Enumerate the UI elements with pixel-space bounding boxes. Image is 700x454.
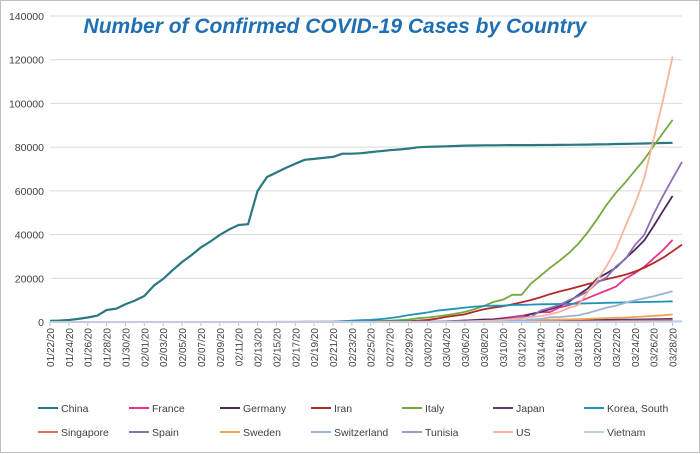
- legend-item-china: China: [38, 403, 89, 415]
- y-tick-label: 0: [38, 317, 44, 329]
- x-tick-label: 02/29/20: [404, 328, 415, 367]
- x-tick-label: 02/27/20: [386, 328, 397, 367]
- legend-label: Switzerland: [334, 427, 388, 439]
- legend-label: Italy: [425, 403, 445, 415]
- legend-label: Singapore: [61, 427, 109, 439]
- legend-label: Korea, South: [607, 403, 668, 415]
- legend-label: Iran: [334, 403, 352, 415]
- x-tick-label: 02/05/20: [178, 328, 189, 367]
- x-tick-label: 02/09/20: [216, 328, 227, 367]
- x-tick-label: 03/06/20: [461, 328, 472, 367]
- legend-label: Vietnam: [607, 427, 646, 439]
- x-tick-label: 01/30/20: [121, 328, 132, 367]
- y-axis: 0 20000 40000 60000 80000 100000 120000 140000: [9, 11, 44, 329]
- gridlines: [50, 16, 682, 322]
- x-tick-label: 03/04/20: [442, 328, 453, 367]
- x-tick-label: 02/25/20: [367, 328, 378, 367]
- x-tick-label: 03/12/20: [518, 328, 529, 367]
- x-tick-label: 03/02/20: [423, 328, 434, 367]
- legend-item-singapore: Singapore: [38, 427, 109, 439]
- x-tick-label: 02/03/20: [159, 328, 170, 367]
- y-tick-label: 80000: [15, 142, 44, 154]
- chart-title: Number of Confirmed COVID-19 Cases by Co…: [84, 15, 588, 38]
- x-tick-label: 01/26/20: [84, 328, 95, 367]
- legend-item-france: France: [129, 403, 185, 415]
- series-lines: [50, 57, 682, 323]
- legend-label: Spain: [152, 427, 179, 439]
- legend-item-korea-south: Korea, South: [584, 403, 668, 415]
- x-tick-label: 03/20/20: [593, 328, 604, 367]
- x-tick-label: 03/18/20: [574, 328, 585, 367]
- legend-label: China: [61, 403, 89, 415]
- x-tick-label: 03/10/20: [499, 328, 510, 367]
- x-tick-label: 02/19/20: [310, 328, 321, 367]
- legend-item-spain: Spain: [129, 427, 179, 439]
- legend-item-vietnam: Vietnam: [584, 427, 646, 439]
- y-tick-label: 120000: [9, 55, 44, 67]
- y-tick-label: 40000: [15, 230, 44, 242]
- legend-item-switzerland: Switzerland: [311, 427, 388, 439]
- x-tick-label: 02/23/20: [348, 328, 359, 367]
- x-axis: 01/22/20 01/24/20 01/26/20 01/28/20 01/30/20…: [46, 322, 680, 367]
- legend-item-tunisia: Tunisia: [402, 427, 459, 439]
- legend-label: Tunisia: [425, 427, 459, 439]
- legend-label: Sweden: [243, 427, 281, 439]
- series-line-us: [50, 57, 673, 323]
- x-tick-label: 02/11/20: [235, 328, 246, 367]
- y-tick-label: 140000: [9, 11, 44, 23]
- legend-label: France: [152, 403, 185, 415]
- x-tick-label: 03/14/20: [537, 328, 548, 367]
- legend-item-sweden: Sweden: [220, 427, 281, 439]
- legend-item-italy: Italy: [402, 403, 445, 415]
- legend-label: Japan: [516, 403, 545, 415]
- y-tick-label: 20000: [15, 273, 44, 285]
- x-tick-label: 01/28/20: [103, 328, 114, 367]
- x-tick-label: 03/16/20: [555, 328, 566, 367]
- y-tick-label: 100000: [9, 98, 44, 110]
- legend-item-iran: Iran: [311, 403, 352, 415]
- x-tick-label: 02/13/20: [254, 328, 265, 367]
- x-tick-label: 01/24/20: [65, 328, 76, 367]
- legend-label: Germany: [243, 403, 287, 415]
- x-tick-label: 03/24/20: [631, 328, 642, 367]
- y-tick-label: 60000: [15, 186, 44, 198]
- legend-item-us: US: [493, 427, 531, 439]
- series-line-iran: [50, 245, 682, 322]
- series-line-italy: [50, 120, 673, 322]
- x-tick-label: 02/15/20: [272, 328, 283, 367]
- x-tick-label: 03/08/20: [480, 328, 491, 367]
- x-tick-label: 01/22/20: [46, 328, 57, 367]
- legend-item-germany: Germany: [220, 403, 287, 415]
- x-tick-label: 03/26/20: [650, 328, 661, 367]
- x-tick-label: 03/22/20: [612, 328, 623, 367]
- x-tick-label: 02/07/20: [197, 328, 208, 367]
- series-line-france: [50, 240, 673, 322]
- x-tick-label: 02/17/20: [291, 328, 302, 367]
- legend-item-japan: Japan: [493, 403, 545, 415]
- x-tick-label: 03/28/20: [669, 328, 680, 367]
- x-tick-label: 02/21/20: [329, 328, 340, 367]
- legend-label: US: [516, 427, 531, 439]
- legend: China France Germany Iran Italy Japan Korea, S…: [38, 403, 668, 439]
- x-tick-label: 02/01/20: [140, 328, 151, 367]
